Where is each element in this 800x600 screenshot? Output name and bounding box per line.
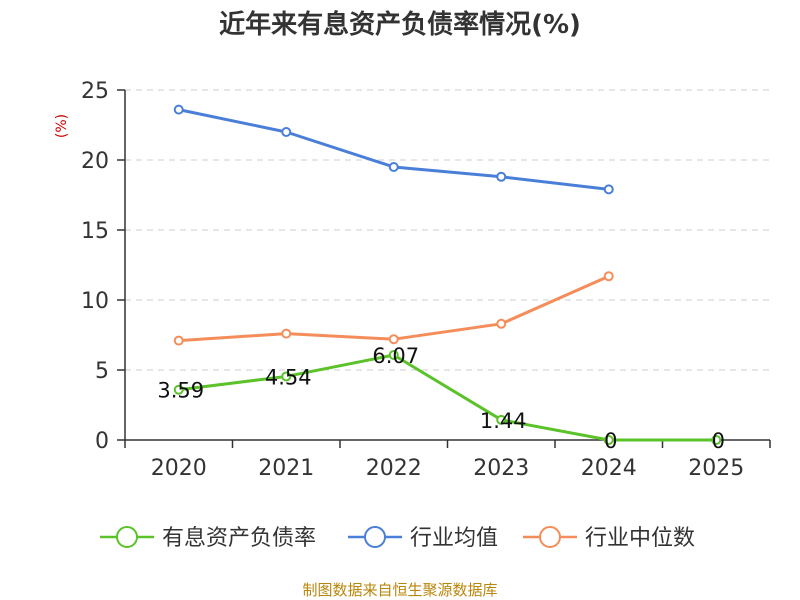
data-label: 3.59 [157,379,204,403]
data-point [173,384,184,395]
data-point [388,350,399,361]
y-axis-unit-label: (%) [54,114,70,138]
data-point [603,271,614,282]
gridlines [125,89,770,371]
chart-title: 近年来有息资产负债率情况(%) [219,9,581,40]
x-tick-label: 2024 [581,456,637,481]
data-point [603,435,614,445]
legend-marker-icon [116,526,138,548]
data-label: 4.54 [265,365,312,389]
data-point [496,414,507,425]
legend-item[interactable]: 行业中位数 [523,526,695,551]
legend-label: 有息资产负债率 [162,526,316,551]
data-point [496,318,507,329]
legend-item[interactable]: 有息资产负债率 [100,526,316,551]
data-labels: 3.59 4.54 6.07 1.44 0 0 [157,344,725,453]
series-line [178,108,609,191]
y-tick-label: 20 [81,149,109,174]
series-line [178,353,717,442]
data-point [711,435,722,445]
data-point [603,184,614,195]
legend[interactable]: 有息资产负债率 行业均值 行业中位数 [100,526,695,551]
data-label: 0 [712,429,725,453]
data-point [173,335,184,346]
data-point [281,328,292,339]
data-label: 6.07 [372,344,419,368]
x-tick-label: 2022 [366,456,422,481]
data-point [281,127,292,137]
y-tick-label: 0 [95,429,109,454]
x-tick-label: 2023 [473,456,529,481]
x-tick-label: 2020 [151,456,207,481]
data-label: 0 [604,429,617,453]
data-point [281,371,292,382]
y-tick-label: 5 [95,359,109,384]
data-label: 1.44 [480,409,527,433]
data-source-note: 制图数据来自恒生聚源数据库 [302,581,497,599]
y-tick-label: 15 [81,219,109,244]
legend-marker-icon [364,526,386,548]
legend-marker-icon [539,526,561,548]
y-tick-label: 25 [81,79,109,104]
y-tick-label: 10 [81,289,109,314]
legend-label: 行业中位数 [585,526,695,551]
series-line [178,274,610,343]
data-point [496,171,507,182]
data-point [388,334,399,345]
legend-label: 行业均值 [410,526,498,551]
x-tick-label: 2025 [688,456,744,481]
legend-item[interactable]: 行业均值 [348,526,498,551]
data-point [388,162,399,172]
data-point [173,104,184,115]
x-tick-label: 2021 [258,456,314,481]
series [173,104,722,445]
